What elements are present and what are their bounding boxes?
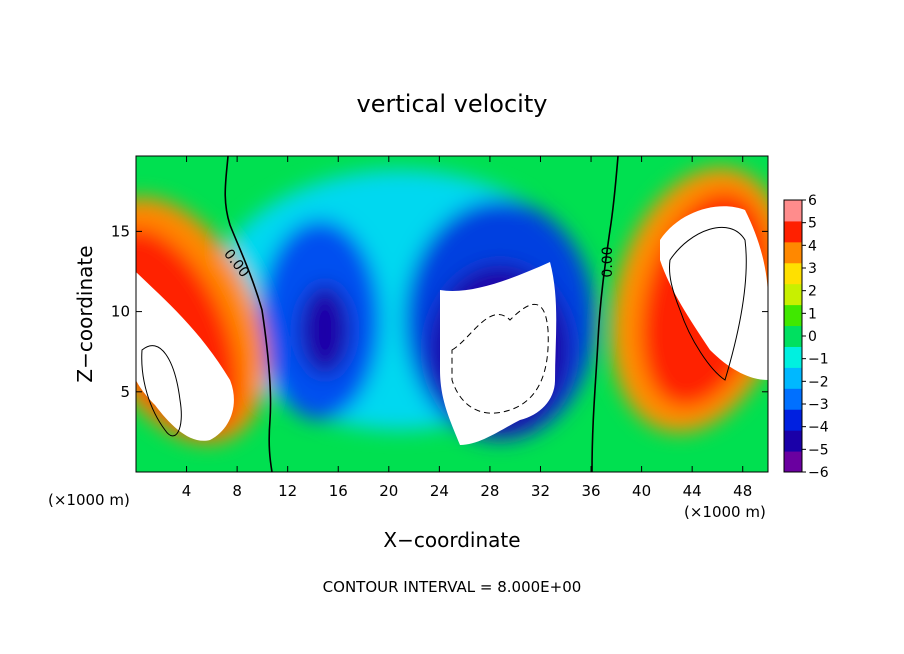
- x-tick-label: 48: [733, 482, 752, 500]
- colorbar: 6 5 4 3 2 1 0 −1 −2 −3 −4 −5 −6: [783, 193, 829, 481]
- x-tick-label: 40: [632, 482, 651, 500]
- updraft-core-right: [660, 206, 768, 380]
- colorbar-swatch: [784, 262, 802, 285]
- x-axis-label: X−coordinate: [383, 528, 520, 552]
- dashed-contour-center: [451, 303, 549, 414]
- colorbar-tick-label: −3: [808, 397, 829, 413]
- colorbar-swatch: [784, 325, 802, 347]
- plot-frame: [135, 155, 769, 473]
- solid-contour-right: [669, 226, 747, 381]
- updraft-core-left: [136, 272, 234, 441]
- x-tick-label: 20: [379, 482, 398, 500]
- y-axis-label: Z−coordinate: [73, 245, 97, 382]
- y-axis-ticks: 5 10 15: [111, 222, 768, 401]
- colorbar-swatch: [784, 388, 802, 410]
- x-unit-label-right: (×1000 m): [684, 503, 766, 521]
- x-tick-label: 4: [182, 482, 192, 500]
- colorbar-swatch: [784, 430, 802, 452]
- colorbar-tick-label: 2: [808, 284, 817, 300]
- colorbar-swatch: [784, 409, 802, 431]
- x-tick-label: 44: [683, 482, 702, 500]
- x-tick-label: 16: [329, 482, 348, 500]
- y-tick-label: 10: [111, 303, 130, 321]
- x-tick-label: 32: [531, 482, 550, 500]
- contour-interval-note: CONTOUR INTERVAL = 8.000E+00: [323, 578, 582, 596]
- plot-area: [136, 156, 768, 472]
- colorbar-tick-label: −5: [808, 442, 829, 458]
- colorbar-swatch: [784, 451, 802, 473]
- colorbar-swatch: [784, 367, 802, 389]
- x-tick-label: 36: [581, 482, 600, 500]
- x-tick-label: 28: [480, 482, 499, 500]
- x-tick-label: 12: [278, 482, 297, 500]
- colorbar-swatch: [784, 346, 802, 368]
- colorbar-tick-label: −1: [808, 352, 829, 368]
- downdraft-core-center: [440, 262, 557, 445]
- colorbar-tick-label: 0: [808, 329, 817, 345]
- x-tick-label: 24: [430, 482, 449, 500]
- contour-label-right: 0.00: [600, 246, 616, 277]
- colorbar-tick-label: −4: [808, 420, 829, 436]
- zero-contour-right: [591, 156, 619, 472]
- colorbar-swatch: [784, 200, 802, 222]
- solid-contour-left: [141, 345, 182, 437]
- x-axis-ticks: 4 8 12 16 20 24 28 32 36 40 44 48: [182, 156, 752, 500]
- colorbar-swatch: [784, 304, 802, 327]
- chart-title: vertical velocity: [357, 90, 548, 118]
- colorbar-tick-label: 5: [808, 216, 817, 232]
- x-tick-label: 8: [232, 482, 242, 500]
- y-tick-label: 15: [111, 222, 130, 240]
- y-tick-label: 5: [120, 383, 130, 401]
- colorbar-tick-label: 3: [808, 261, 817, 277]
- colorbar-swatch: [784, 283, 802, 306]
- colorbar-tick-label: 1: [808, 306, 817, 322]
- colorbar-tick-label: 4: [808, 238, 817, 254]
- colorbar-swatch: [784, 241, 802, 264]
- zero-contour-left: [224, 156, 273, 472]
- colorbar-tick-label: −2: [808, 374, 829, 390]
- navy-core-left: [300, 285, 350, 375]
- colorbar-tick-label: −6: [808, 465, 829, 481]
- colorbar-tick-label: 6: [808, 193, 817, 209]
- x-unit-label-left: (×1000 m): [48, 491, 130, 509]
- colorbar-swatch: [784, 220, 802, 243]
